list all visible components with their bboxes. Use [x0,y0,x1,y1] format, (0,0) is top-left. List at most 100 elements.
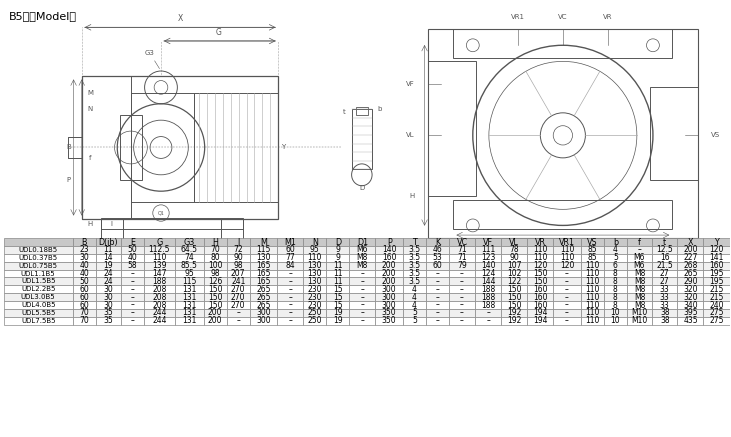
Bar [250,317,277,325]
Bar [250,277,277,285]
Text: –: – [360,301,364,309]
Text: 90: 90 [510,253,519,262]
Bar [426,293,449,301]
Text: –: – [460,277,464,286]
Text: 33: 33 [660,285,670,294]
Text: 208: 208 [152,301,167,309]
Text: 110: 110 [585,316,599,325]
Text: UDL2.2B5: UDL2.2B5 [21,286,56,292]
Bar [121,285,144,293]
Text: VR: VR [534,238,546,246]
Text: 115: 115 [257,246,270,254]
Text: 270: 270 [231,301,246,309]
Text: 60: 60 [79,301,89,309]
Bar [553,238,581,246]
Bar [475,270,501,277]
Text: 24: 24 [104,277,113,286]
Text: 30: 30 [103,301,113,309]
Bar [475,246,501,254]
Bar [604,301,626,309]
Bar [303,277,326,285]
Bar [121,238,144,246]
Text: M8: M8 [634,301,645,309]
Bar [277,262,303,270]
Text: VF: VF [483,238,493,246]
Text: M8: M8 [634,293,645,302]
Bar [703,293,730,301]
Text: 11: 11 [333,277,343,286]
Text: G: G [216,28,221,37]
Text: 165: 165 [257,269,270,278]
Text: 207: 207 [231,269,246,278]
Text: 200: 200 [382,277,396,286]
Bar [475,277,501,285]
Bar [227,254,250,262]
Text: –: – [436,277,439,286]
Text: 3.5: 3.5 [409,246,420,254]
Bar [403,285,426,293]
Text: 3.5: 3.5 [409,253,420,262]
Text: –: – [131,277,135,286]
Bar [204,309,227,317]
Text: 140: 140 [382,246,396,254]
Bar [82,76,131,218]
Bar [626,301,652,309]
Bar [678,262,703,270]
Text: 50: 50 [127,246,137,254]
Bar [204,293,227,301]
Text: –: – [565,269,569,278]
Text: 300: 300 [256,309,270,317]
Text: I: I [111,221,113,227]
Text: 70: 70 [211,246,220,254]
Bar [652,293,678,301]
Text: 265: 265 [257,285,270,294]
Bar [652,285,678,293]
Text: 11: 11 [104,246,113,254]
Text: 64.5: 64.5 [181,246,197,254]
Text: E: E [151,246,155,252]
Text: 40: 40 [79,261,89,270]
Bar [349,270,376,277]
Text: t: t [663,238,667,246]
Bar [553,254,581,262]
Text: 35: 35 [103,309,113,317]
Bar [449,277,475,285]
Bar [227,317,250,325]
Bar [204,277,227,285]
Bar [527,285,553,293]
Text: 195: 195 [709,277,724,286]
Bar [553,285,581,293]
Text: 6: 6 [613,261,618,270]
Text: 268: 268 [683,261,697,270]
Text: 200: 200 [683,246,697,254]
Text: 241: 241 [231,277,246,286]
Bar [426,309,449,317]
Bar [527,309,553,317]
Bar [204,285,227,293]
Bar [277,246,303,254]
Text: 150: 150 [507,293,521,302]
Text: 120: 120 [533,261,548,270]
Bar [553,309,581,317]
Text: 290: 290 [683,277,697,286]
Bar [227,246,250,254]
Bar [581,277,604,285]
Bar [449,270,475,277]
Text: 144: 144 [481,277,496,286]
Bar [527,270,553,277]
Bar [703,301,730,309]
Bar [581,270,604,277]
Text: 140: 140 [481,261,496,270]
Text: 120: 120 [709,246,724,254]
Bar [626,293,652,301]
Bar [449,301,475,309]
Bar [652,277,678,285]
Bar [581,262,604,270]
Text: –: – [131,309,135,317]
Bar [349,277,376,285]
Bar [96,246,121,254]
Bar [227,277,250,285]
Bar [349,246,376,254]
Text: 72: 72 [233,246,243,254]
Bar [175,301,204,309]
